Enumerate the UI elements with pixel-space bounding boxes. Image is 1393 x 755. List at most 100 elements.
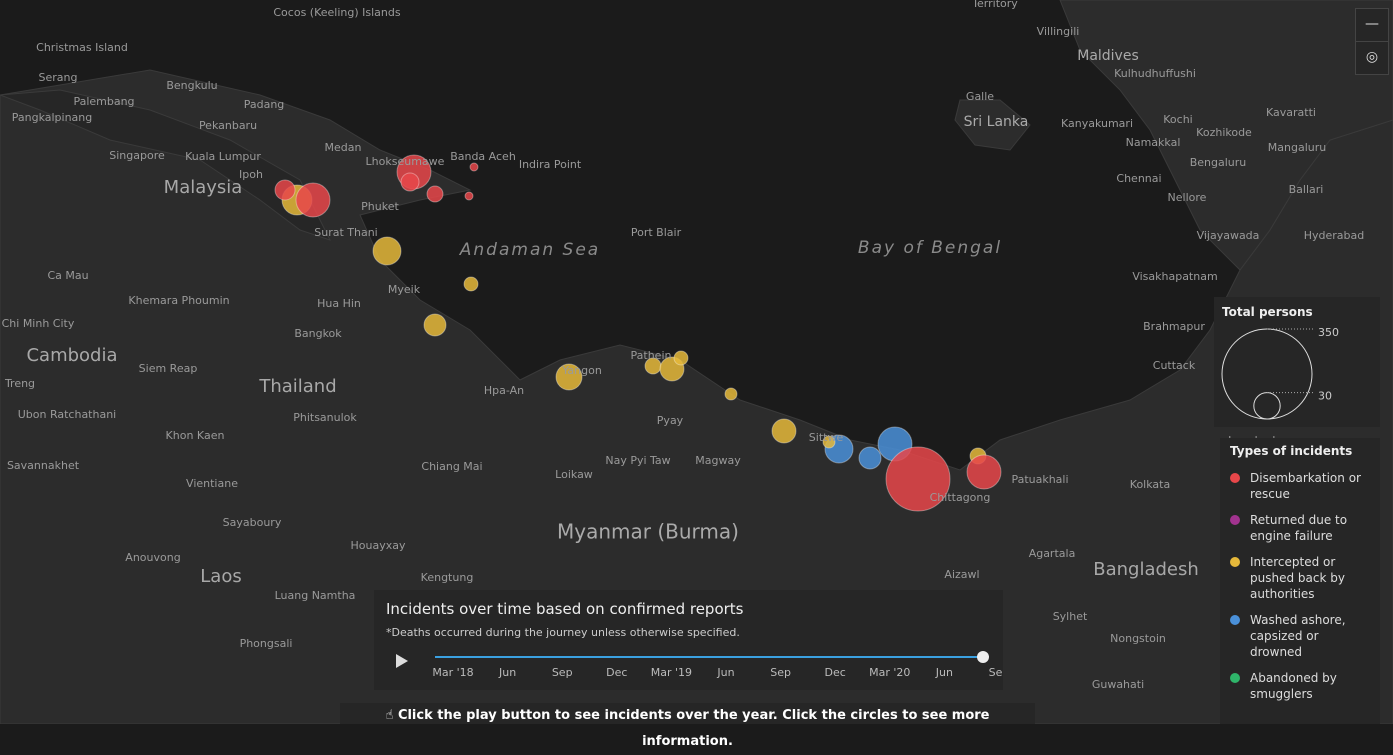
- incident[interactable]: [372, 236, 402, 266]
- place-label: Port Blair: [631, 226, 682, 239]
- place-label: Loikaw: [555, 468, 593, 481]
- place-label: Bengkulu: [166, 79, 217, 92]
- incident[interactable]: [295, 182, 331, 218]
- place-label: Christmas Island: [36, 41, 128, 54]
- land: [0, 0, 1393, 724]
- place-label: Namakkal: [1126, 136, 1181, 149]
- timeline-tick-label: Jun: [498, 666, 516, 679]
- place-label: Luang Namtha: [275, 589, 356, 602]
- place-label: Khon Kaen: [166, 429, 225, 442]
- place-label: Cocos (Keeling) Islands: [273, 6, 400, 19]
- place-label: Phitsanulok: [293, 411, 357, 424]
- place-label: Pathein: [631, 349, 672, 362]
- incident-circles[interactable]: [274, 154, 1002, 512]
- place-label: Sittwe: [809, 431, 844, 444]
- slider-handle[interactable]: [977, 651, 989, 663]
- timeline-panel: Incidents over time based on confirmed r…: [374, 590, 1003, 690]
- place-label: Treng: [4, 377, 35, 390]
- zoom-out-button[interactable]: —: [1355, 8, 1389, 42]
- type-swatch: [1230, 473, 1240, 483]
- incident[interactable]: [724, 387, 738, 401]
- place-label: Galle: [966, 90, 994, 103]
- size-legend-circles: 350 30: [1221, 326, 1339, 420]
- place-label: Khemara Phoumin: [128, 294, 229, 307]
- timeline-note: *Deaths occurred during the journey unle…: [386, 626, 740, 639]
- type-swatch: [1230, 673, 1240, 683]
- place-label: Kochi: [1163, 113, 1192, 126]
- incident[interactable]: [555, 363, 583, 391]
- place-label: Ipoh: [239, 168, 263, 181]
- place-label: Ubon Ratchathani: [18, 408, 117, 421]
- timeline-title: Incidents over time based on confirmed r…: [386, 600, 744, 618]
- type-item: Disembarkation or rescue: [1230, 470, 1370, 502]
- place-label: Serang: [39, 71, 78, 84]
- place-label: Vientiane: [186, 477, 238, 490]
- place-label: Anouvong: [125, 551, 180, 564]
- type-item: Returned due to engine failure: [1230, 512, 1370, 544]
- place-label: Banda Aceh: [450, 150, 516, 163]
- place-label: Sylhet: [1053, 610, 1088, 623]
- place-label: Phongsali: [240, 637, 293, 650]
- place-label: Chennai: [1116, 172, 1161, 185]
- play-button[interactable]: [396, 654, 408, 668]
- place-label: Lhokseumawe: [366, 155, 445, 168]
- types-legend: Types of incidents Disembarkation or res…: [1220, 438, 1380, 724]
- incident[interactable]: [469, 162, 479, 172]
- type-item: Washed ashore, capsized or drowned: [1230, 612, 1370, 660]
- incident[interactable]: [858, 446, 882, 470]
- type-item: Abandoned by smugglers: [1230, 670, 1370, 702]
- place-label: Kanyakumari: [1061, 117, 1133, 130]
- place-label: Magway: [695, 454, 741, 467]
- place-label: Indira Point: [519, 158, 582, 171]
- place-label: Chittagong: [930, 491, 991, 504]
- timeline-tick-label: Jun: [935, 666, 953, 679]
- type-swatch: [1230, 615, 1240, 625]
- place-label: Hua Hin: [317, 297, 361, 310]
- map: Cocos (Keeling) Islands Territory Villingi…: [0, 0, 1393, 724]
- map-labels: Cocos (Keeling) Islands Territory Villingi…: [2, 0, 1365, 691]
- place-label: Kulhudhuffushi: [1114, 67, 1196, 80]
- incident[interactable]: [885, 446, 951, 512]
- size-legend-title: Total persons: [1222, 305, 1313, 319]
- place-label: Myeik: [388, 283, 421, 296]
- place-label: Villingili: [1037, 25, 1080, 38]
- timeline-tick-label: Mar '19: [651, 666, 692, 679]
- type-swatch: [1230, 557, 1240, 567]
- locate-button[interactable]: ◎: [1355, 41, 1389, 75]
- incident[interactable]: [274, 179, 296, 201]
- type-label: Intercepted or pushed back by authoritie…: [1250, 555, 1345, 601]
- timeline-tick-label: Sep: [552, 666, 573, 679]
- incident[interactable]: [673, 350, 689, 366]
- place-label: Pangkalpinang: [12, 111, 93, 124]
- type-label: Washed ashore, capsized or drowned: [1250, 613, 1346, 659]
- place-label: Ballari: [1289, 183, 1324, 196]
- place-label: Vijayawada: [1197, 229, 1260, 242]
- incident[interactable]: [771, 418, 797, 444]
- country-label: Thailand: [258, 376, 336, 397]
- incident[interactable]: [426, 185, 444, 203]
- incident[interactable]: [464, 191, 474, 201]
- place-label: Brahmapur: [1143, 320, 1205, 333]
- incident[interactable]: [423, 313, 447, 337]
- sea-label: Andaman Sea: [459, 240, 600, 260]
- incident[interactable]: [966, 454, 1002, 490]
- timeline-tick-label: Sep: [770, 666, 791, 679]
- place-label: Chiang Mai: [421, 460, 482, 473]
- place-label: Houayxay: [351, 539, 406, 552]
- place-label: Phuket: [361, 200, 399, 213]
- place-label: Hpa-An: [484, 384, 524, 397]
- place-label: Sayaboury: [223, 516, 282, 529]
- place-label: Kavaratti: [1266, 106, 1316, 119]
- timeline-tick-label: Dec: [825, 666, 846, 679]
- incident[interactable]: [400, 172, 420, 192]
- type-label: Disembarkation or rescue: [1250, 471, 1361, 501]
- place-label: Guwahati: [1092, 678, 1144, 691]
- incident[interactable]: [463, 276, 479, 292]
- place-label: Bangkok: [294, 327, 342, 340]
- timeline-tick-label: Mar '20: [869, 666, 910, 679]
- type-label: Returned due to engine failure: [1250, 513, 1348, 543]
- size-label: 350: [1318, 326, 1339, 339]
- incident[interactable]: [822, 435, 836, 449]
- timeline-slider: Mar '18 Jun Sep Dec Mar '19 Jun Sep Dec Mar '20 J…: [396, 651, 1003, 679]
- sea-label: Bay of Bengal: [858, 238, 1002, 258]
